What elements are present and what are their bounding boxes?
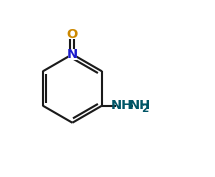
Bar: [68, 29, 77, 39]
Text: NH: NH: [111, 99, 133, 112]
Text: O: O: [67, 28, 78, 41]
Text: 2: 2: [141, 104, 148, 114]
Text: N: N: [67, 48, 78, 61]
Bar: [116, 100, 129, 111]
Bar: [68, 49, 77, 59]
Bar: [133, 100, 148, 111]
Text: NH: NH: [128, 99, 150, 112]
